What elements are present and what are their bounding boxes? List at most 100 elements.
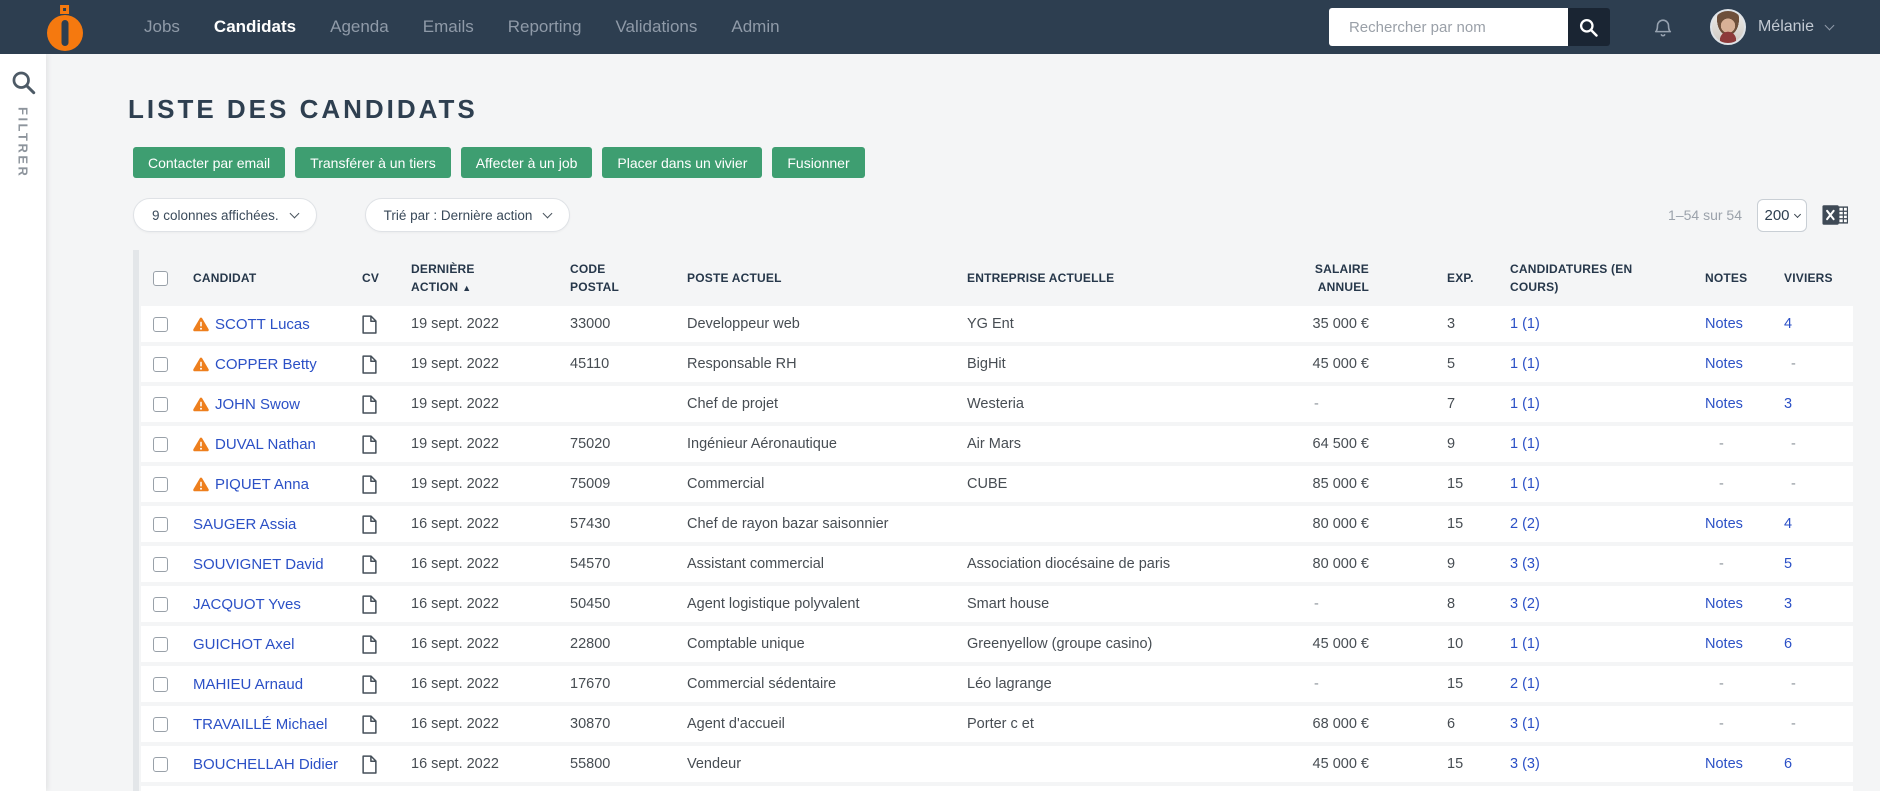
row-checkbox[interactable] — [153, 356, 168, 372]
row-checkbox[interactable] — [153, 636, 168, 652]
candidate-name-link[interactable]: COPPER Betty — [215, 355, 317, 373]
row-checkbox[interactable] — [153, 436, 168, 452]
header-entreprise[interactable]: ENTREPRISE ACTUELLE — [967, 271, 1115, 285]
sort-dropdown-label: Trié par : Dernière action — [383, 207, 533, 223]
candidate-name-link[interactable]: SOUVIGNET David — [193, 555, 324, 573]
candidate-name-link[interactable]: SAUGER Assia — [193, 515, 297, 533]
cv-document-icon[interactable] — [362, 474, 377, 494]
applications-link[interactable]: 3 (3) — [1510, 556, 1540, 572]
row-checkbox[interactable] — [153, 316, 168, 332]
row-checkbox[interactable] — [153, 596, 168, 612]
candidate-name-link[interactable]: SCOTT Lucas — [215, 315, 310, 333]
user-menu-chevron-icon[interactable] — [1824, 20, 1835, 31]
action-button-transf-rer-un-tiers[interactable]: Transférer à un tiers — [295, 147, 451, 178]
cv-document-icon[interactable] — [362, 634, 377, 654]
filter-rail[interactable]: FILTRER — [0, 54, 46, 791]
brand-logo[interactable] — [47, 3, 83, 51]
candidate-name-link[interactable]: BOUCHELLAH Didier — [193, 755, 339, 773]
applications-link[interactable]: 2 (1) — [1510, 676, 1540, 692]
nav-item-agenda[interactable]: Agenda — [330, 17, 389, 36]
row-checkbox[interactable] — [153, 556, 168, 572]
notes-link[interactable]: Notes — [1705, 756, 1743, 772]
applications-link[interactable]: 1 (1) — [1510, 396, 1540, 412]
cv-document-icon[interactable] — [362, 394, 377, 414]
avatar[interactable] — [1709, 9, 1746, 45]
applications-link[interactable]: 1 (1) — [1510, 476, 1540, 492]
header-cv[interactable]: CV — [362, 271, 380, 285]
applications-link[interactable]: 1 (1) — [1510, 436, 1540, 452]
applications-link[interactable]: 3 (1) — [1510, 716, 1540, 732]
cv-document-icon[interactable] — [362, 314, 377, 334]
columns-dropdown[interactable]: 9 colonnes affichées. — [133, 198, 317, 232]
talent-pools-link[interactable]: 3 — [1784, 396, 1793, 412]
talent-pools-link[interactable]: 6 — [1784, 756, 1793, 772]
notes-link[interactable]: Notes — [1705, 636, 1743, 652]
excel-export-icon[interactable] — [1822, 202, 1848, 228]
applications-link[interactable]: 3 (2) — [1510, 596, 1540, 612]
bell-icon[interactable] — [1652, 16, 1674, 39]
action-button-placer-dans-un-vivier[interactable]: Placer dans un vivier — [602, 147, 763, 178]
talent-pools-link[interactable]: 4 — [1784, 316, 1793, 332]
talent-pools-link[interactable]: 3 — [1784, 596, 1793, 612]
nav-item-emails[interactable]: Emails — [422, 17, 474, 36]
action-button-fusionner[interactable]: Fusionner — [772, 147, 865, 178]
row-checkbox[interactable] — [153, 756, 168, 772]
cv-document-icon[interactable] — [362, 514, 377, 534]
page-size-select[interactable]: 200 — [1757, 198, 1807, 232]
nav-item-jobs[interactable]: Jobs — [144, 17, 180, 36]
candidate-name-link[interactable]: PIQUET Anna — [215, 475, 309, 493]
user-name[interactable]: Mélanie — [1757, 18, 1814, 35]
cv-document-icon[interactable] — [362, 594, 377, 614]
cv-document-icon[interactable] — [362, 754, 377, 774]
action-button-affecter-un-job[interactable]: Affecter à un job — [460, 147, 593, 178]
cv-document-icon[interactable] — [362, 714, 377, 734]
nav-item-validations[interactable]: Validations — [615, 17, 698, 36]
cv-document-icon[interactable] — [362, 554, 377, 574]
candidate-name-link[interactable]: GUICHOT Axel — [193, 635, 295, 653]
applications-link[interactable]: 1 (1) — [1510, 636, 1540, 652]
applications-link[interactable]: 1 (1) — [1510, 356, 1540, 372]
notes-link[interactable]: Notes — [1705, 516, 1743, 532]
header-code[interactable]: CODE POSTAL — [570, 262, 619, 294]
talent-pools-link[interactable]: 6 — [1784, 636, 1793, 652]
notes-link[interactable]: Notes — [1705, 356, 1743, 372]
cv-document-icon[interactable] — [362, 354, 377, 374]
header-poste[interactable]: POSTE ACTUEL — [687, 271, 782, 285]
applications-link[interactable]: 3 (3) — [1510, 756, 1540, 772]
talent-pools-link[interactable]: 4 — [1784, 516, 1793, 532]
cv-document-icon[interactable] — [362, 674, 377, 694]
notes-link[interactable]: Notes — [1705, 316, 1743, 332]
row-checkbox[interactable] — [153, 476, 168, 492]
row-checkbox[interactable] — [153, 716, 168, 732]
applications-link[interactable]: 2 (2) — [1510, 516, 1540, 532]
row-checkbox[interactable] — [153, 676, 168, 692]
notes-link[interactable]: Notes — [1705, 596, 1743, 612]
candidate-name-link[interactable]: DUVAL Nathan — [215, 435, 316, 453]
header-candidat[interactable]: CANDIDAT — [193, 271, 257, 285]
sort-dropdown[interactable]: Trié par : Dernière action — [364, 198, 571, 232]
header-viviers[interactable]: VIVIERS — [1784, 271, 1833, 285]
notes-link[interactable]: Notes — [1705, 396, 1743, 412]
candidate-name-link[interactable]: TRAVAILLÉ Michael — [193, 715, 328, 733]
applications-link[interactable]: 1 (1) — [1510, 316, 1540, 332]
search-button[interactable] — [1567, 8, 1610, 46]
header-exp[interactable]: EXP. — [1447, 271, 1474, 285]
header-salaire[interactable]: SALAIRE ANNUEL — [1314, 262, 1369, 294]
candidate-name-link[interactable]: MAHIEU Arnaud — [193, 675, 304, 693]
cv-document-icon[interactable] — [362, 434, 377, 454]
select-all-checkbox[interactable] — [153, 270, 168, 286]
nav-item-candidats[interactable]: Candidats — [213, 17, 297, 36]
header-action[interactable]: DERNIÈRE ACTION ▲ — [411, 262, 475, 294]
row-checkbox[interactable] — [153, 396, 168, 412]
candidate-name-link[interactable]: JACQUOT Yves — [193, 595, 301, 613]
header-candidatures[interactable]: CANDIDATURES (EN COURS) — [1510, 262, 1633, 294]
candidate-name-link[interactable]: JOHN Swow — [215, 395, 301, 413]
row-checkbox[interactable] — [153, 516, 168, 532]
nav-item-admin[interactable]: Admin — [731, 17, 780, 36]
talent-pools-link[interactable]: 5 — [1784, 556, 1793, 572]
header-notes[interactable]: NOTES — [1705, 271, 1748, 285]
nav-item-reporting[interactable]: Reporting — [507, 17, 582, 36]
action-button-contacter-par-email[interactable]: Contacter par email — [133, 147, 286, 178]
filter-search-icon[interactable] — [11, 70, 36, 95]
search-input[interactable] — [1328, 8, 1568, 46]
